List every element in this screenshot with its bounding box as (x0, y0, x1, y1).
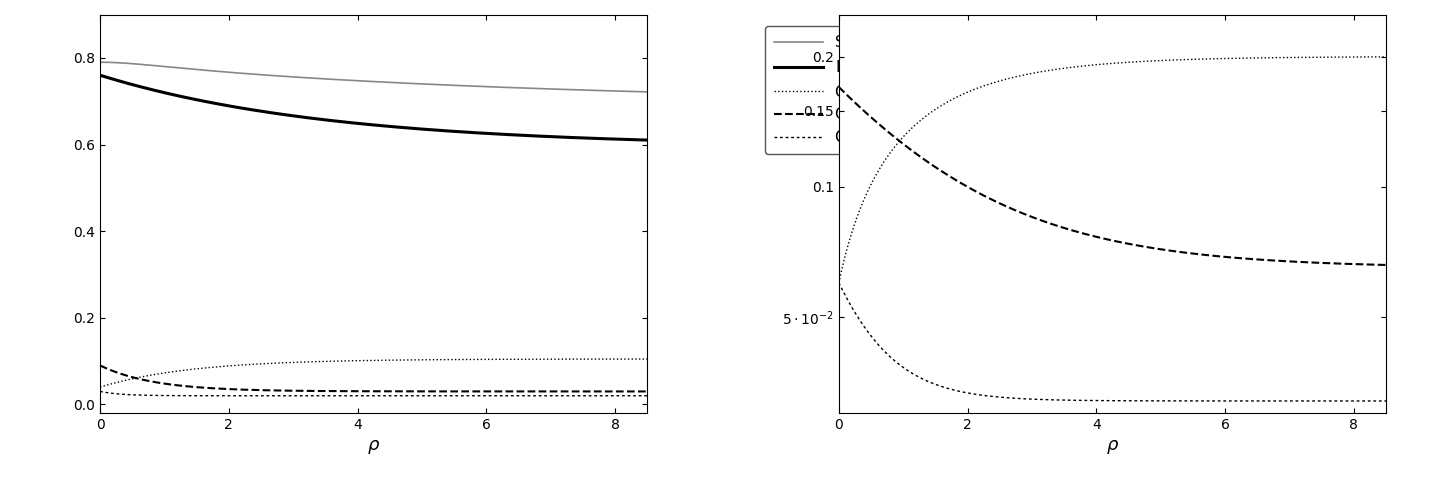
Other CPs (467, 393, 484, 399)
SE Revenue (529, 86, 546, 91)
SE Revenue (519, 85, 536, 91)
CP 2 (830, 84, 847, 90)
Other CPs (333, 393, 350, 399)
CP 2 (1072, 230, 1089, 236)
SE Revenue (91, 59, 109, 65)
SE Revenue (467, 83, 484, 89)
CP 1 (1378, 54, 1395, 60)
CP 1 (313, 359, 330, 364)
Other CPs (639, 393, 656, 399)
Relevance $r(\rho)$ (467, 130, 484, 136)
Other CPs (313, 393, 330, 399)
CP 1 (147, 371, 164, 377)
CP 2 (333, 388, 350, 394)
CP 2 (1268, 258, 1285, 263)
Other CPs (1258, 398, 1275, 404)
Other CPs (1268, 398, 1285, 404)
Line: Other CPs: Other CPs (839, 283, 1386, 401)
CP 2 (1258, 257, 1275, 263)
CP 1 (529, 356, 546, 362)
CP 2 (639, 388, 656, 394)
CP 1 (639, 356, 656, 362)
CP 1 (519, 356, 536, 362)
X-axis label: $\rho$: $\rho$ (1106, 437, 1119, 455)
CP 2 (147, 380, 164, 385)
SE Revenue (147, 63, 164, 69)
CP 1 (830, 280, 847, 286)
Line: CP 2: CP 2 (100, 365, 647, 391)
Legend: SE Revenue, Relevance $r(\rho)$, CP 1, CP 2, Other CPs: SE Revenue, Relevance $r(\rho)$, CP 1, C… (765, 26, 957, 154)
Other CPs (1052, 397, 1069, 403)
CP 2 (886, 134, 903, 140)
CP 1 (1258, 55, 1275, 61)
CP 1 (1268, 55, 1285, 61)
CP 1 (1052, 66, 1069, 72)
Relevance $r(\rho)$ (639, 137, 656, 143)
CP 1 (333, 358, 350, 364)
Other CPs (1378, 398, 1395, 404)
CP 2 (1206, 253, 1223, 259)
Other CPs (529, 393, 546, 399)
CP 2 (519, 388, 536, 394)
Relevance $r(\rho)$ (147, 88, 164, 94)
X-axis label: $\rho$: $\rho$ (367, 437, 380, 455)
CP 1 (91, 384, 109, 390)
Relevance $r(\rho)$ (91, 72, 109, 78)
CP 1 (1206, 56, 1223, 62)
CP 1 (1072, 64, 1089, 69)
Relevance $r(\rho)$ (519, 133, 536, 139)
SE Revenue (333, 77, 350, 83)
Relevance $r(\rho)$ (529, 133, 546, 139)
SE Revenue (313, 76, 330, 82)
Other CPs (519, 393, 536, 399)
SE Revenue (639, 89, 656, 95)
CP 2 (91, 363, 109, 368)
Line: CP 2: CP 2 (839, 87, 1386, 265)
Other CPs (830, 280, 847, 286)
CP 1 (467, 357, 484, 363)
Other CPs (1072, 398, 1089, 403)
Other CPs (147, 393, 164, 399)
Line: Other CPs: Other CPs (100, 391, 647, 396)
Line: Relevance $r(\rho)$: Relevance $r(\rho)$ (100, 75, 647, 140)
Line: SE Revenue: SE Revenue (100, 62, 647, 92)
Other CPs (1206, 398, 1223, 404)
CP 2 (313, 388, 330, 394)
Other CPs (91, 388, 109, 394)
Line: CP 1: CP 1 (839, 57, 1386, 283)
CP 2 (1052, 224, 1069, 230)
SE Revenue (93, 59, 110, 65)
CP 2 (1378, 262, 1395, 268)
Other CPs (886, 358, 903, 364)
Relevance $r(\rho)$ (333, 119, 350, 124)
Line: CP 1: CP 1 (100, 359, 647, 387)
CP 2 (529, 388, 546, 394)
Relevance $r(\rho)$ (313, 117, 330, 122)
CP 2 (467, 388, 484, 394)
CP 1 (886, 144, 903, 150)
